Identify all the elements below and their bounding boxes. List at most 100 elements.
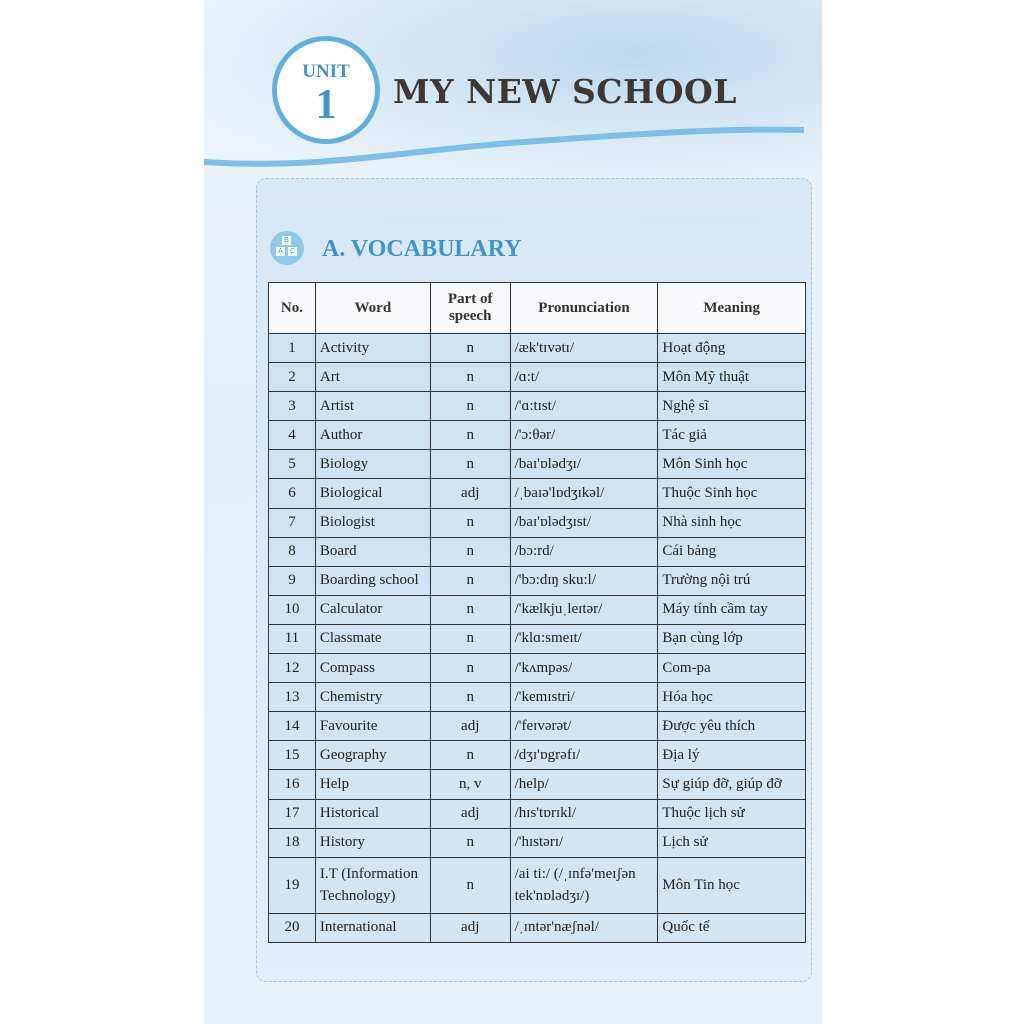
cell-part-of-speech: n — [429, 362, 511, 393]
cell-pronunciation: /dʒɪ'ɒgrəfɪ/ — [509, 740, 659, 771]
cell-no: 19 — [268, 856, 316, 914]
cell-word: History — [314, 827, 431, 858]
cell-no: 11 — [268, 623, 316, 655]
cell-part-of-speech: n — [429, 332, 511, 364]
table-row: 1 Activity n/æk'tɪvətɪ/Hoạt động — [268, 332, 806, 364]
cell-part-of-speech: n — [429, 507, 511, 538]
cell-meaning: Nhà sinh học — [657, 507, 806, 538]
cell-pronunciation: /æk'tɪvətɪ/ — [509, 332, 659, 364]
cell-part-of-speech: n, v — [429, 769, 511, 800]
table-row: 9 Boarding school n/'bɔ:dɪŋ sku:l/Trường n… — [268, 565, 806, 596]
cell-part-of-speech: n — [429, 594, 511, 625]
table-row: 17 Historical adj/hɪs'tɒrɪkl/Thuộc lịch sử — [268, 798, 806, 829]
cell-no: 13 — [268, 682, 316, 713]
cell-word: Favourite — [314, 711, 431, 742]
col-header-pronunciation: Pronunciation — [509, 282, 659, 334]
table-row: 12 Compass n/'kʌmpəs/Com-pa — [268, 653, 806, 684]
cell-part-of-speech: adj — [429, 711, 511, 742]
cell-word: Board — [314, 536, 431, 567]
cell-pronunciation: /'kælkjuˌleɪtər/ — [509, 594, 659, 625]
block-letter: A — [276, 247, 285, 256]
table-row: 11 Classmate n/'klɑ:smeɪt/Bạn cùng lớp — [268, 623, 806, 655]
cell-word: Calculator — [314, 594, 431, 625]
col-header-word: Word — [314, 282, 431, 334]
cell-pronunciation: /ˌbaɪə'lɒdʒɪkəl/ — [509, 478, 659, 509]
cell-no: 9 — [268, 565, 316, 596]
cell-part-of-speech: n — [429, 740, 511, 771]
unit-number: 1 — [315, 82, 337, 128]
cell-pronunciation: /'hɪstərɪ/ — [509, 827, 659, 858]
cell-pronunciation: /ai ti:/ (/ˌɪnfə'meɪʃən tek'nɒlədʒɪ/) — [509, 856, 659, 914]
cell-meaning: Thuộc lịch sử — [657, 798, 806, 829]
cell-pronunciation: /baɪ'ɒlədʒɪst/ — [509, 507, 659, 538]
cell-part-of-speech: n — [429, 856, 511, 914]
cell-pronunciation: /'kemɪstri/ — [509, 682, 659, 713]
cell-pronunciation: /'ɑ:tɪst/ — [509, 391, 659, 422]
table-row: 10 Calculator n/'kælkjuˌleɪtər/Máy tính cầ… — [268, 594, 806, 625]
cell-meaning: Com-pa — [657, 653, 806, 684]
table-row: 2 Art n/ɑ:t/Môn Mỹ thuật — [268, 362, 806, 393]
cell-no: 2 — [268, 362, 316, 393]
cell-part-of-speech: n — [429, 536, 511, 567]
cell-word: Activity — [314, 332, 431, 364]
cell-part-of-speech: adj — [429, 912, 511, 943]
cell-word: I.T (Information Technology) — [314, 856, 431, 914]
table-row: 18 History n/'hɪstərɪ/Lịch sử — [268, 827, 806, 858]
cell-meaning: Môn Sinh học — [657, 449, 806, 480]
cell-word: Artist — [314, 391, 431, 422]
cell-word: Historical — [314, 798, 431, 829]
cell-meaning: Lịch sử — [657, 827, 806, 858]
header-wave-divider — [204, 126, 805, 167]
col-header-meaning: Meaning — [657, 282, 806, 334]
cell-meaning: Hóa học — [657, 682, 806, 713]
block-letter: B — [282, 236, 291, 245]
cell-part-of-speech: n — [429, 449, 511, 480]
col-header-no: No. — [268, 282, 316, 334]
cell-no: 17 — [268, 798, 316, 829]
cell-meaning: Hoạt động — [657, 332, 806, 364]
cell-no: 7 — [268, 507, 316, 538]
unit-badge: UNIT 1 — [272, 36, 380, 144]
table-row: 3 Artist n/'ɑ:tɪst/Nghệ sĩ — [268, 391, 806, 422]
cell-part-of-speech: adj — [429, 798, 511, 829]
cell-word: Compass — [314, 653, 431, 684]
table-row: 5 Biology n/baɪ'ɒlədʒɪ/Môn Sinh học — [268, 449, 806, 480]
table-row: 8 Board n/bɔ:rd/Cái bảng — [268, 536, 806, 567]
cell-meaning: Sự giúp đỡ, giúp đỡ — [657, 769, 806, 800]
table-row: 13 Chemistry n/'kemɪstri/Hóa học — [268, 682, 806, 713]
col-header-part-of-speech: Part of speech — [429, 282, 511, 334]
cell-meaning: Được yêu thích — [657, 711, 806, 742]
table-row: 4 Author n/'ɔ:θər/Tác giả — [268, 420, 806, 451]
cell-meaning: Bạn cùng lớp — [657, 623, 806, 655]
table-row: 14 Favourite adj/'feɪvərət/Được yêu thích — [268, 711, 806, 742]
unit-label: UNIT — [302, 61, 350, 82]
cell-meaning: Thuộc Sinh học — [657, 478, 806, 509]
cell-part-of-speech: n — [429, 682, 511, 713]
cell-no: 15 — [268, 740, 316, 771]
cell-no: 12 — [268, 653, 316, 684]
cell-pronunciation: /'klɑ:smeɪt/ — [509, 623, 659, 655]
page-title: MY NEW SCHOOL — [393, 72, 737, 111]
cell-meaning: Nghệ sĩ — [657, 391, 806, 422]
cell-word: Geography — [314, 740, 431, 771]
table-row: 19 I.T (Information Technology) n/ai ti:/ … — [268, 856, 806, 914]
cell-pronunciation: /'bɔ:dɪŋ sku:l/ — [509, 565, 659, 596]
cell-word: Biologist — [314, 507, 431, 538]
vocabulary-table: No. Word Part of speech Pronunciation Me… — [268, 282, 806, 943]
cell-no: 16 — [268, 769, 316, 800]
cell-word: Biological — [314, 478, 431, 509]
cell-no: 6 — [268, 478, 316, 509]
table-row: 16 Help n, v/help/Sự giúp đỡ, giúp đỡ — [268, 769, 806, 800]
cell-part-of-speech: n — [429, 653, 511, 684]
cell-word: Biology — [314, 449, 431, 480]
cell-pronunciation: /hɪs'tɒrɪkl/ — [509, 798, 659, 829]
table-row: 20 International adj/ˌɪntər'næʃnəl/Quốc tế — [268, 912, 806, 943]
cell-word: Help — [314, 769, 431, 800]
cell-word: Author — [314, 420, 431, 451]
cell-no: 4 — [268, 420, 316, 451]
cell-meaning: Cái bảng — [657, 536, 806, 567]
cell-meaning: Tác giả — [657, 420, 806, 451]
cell-word: International — [314, 912, 431, 943]
block-letter: C — [288, 247, 297, 256]
cell-part-of-speech: adj — [429, 478, 511, 509]
